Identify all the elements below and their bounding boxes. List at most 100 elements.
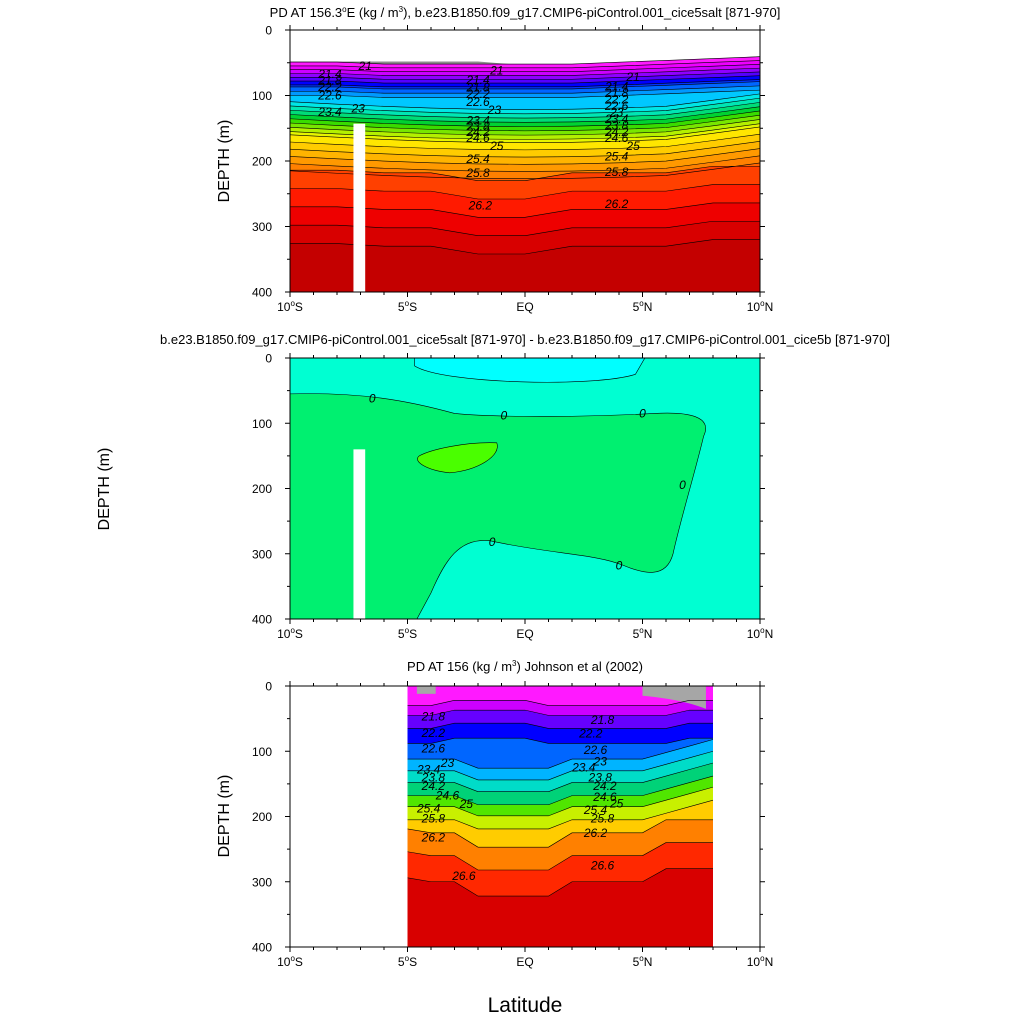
panel-2-ylabel: DEPTH (m) [96, 448, 113, 531]
contour-label: 24.6 [604, 131, 629, 145]
contour-label: 22.2 [604, 92, 629, 106]
contour-label: 25 [459, 797, 474, 811]
contour-label: 21.8 [604, 86, 629, 100]
contour-label: 26.2 [468, 199, 493, 213]
y-tick-label: 100 [252, 417, 272, 431]
contour-label: 21.8 [421, 710, 446, 724]
contour-line [290, 141, 760, 158]
x-tick-label: 10oN [747, 299, 773, 314]
contour-line [290, 165, 760, 181]
contour-line [407, 739, 714, 769]
contour-label: 23.4 [571, 761, 596, 775]
contour-label: 0 [501, 408, 508, 422]
contour-line [290, 123, 760, 140]
contour-line [290, 202, 760, 218]
contour-label: 22.2 [465, 87, 490, 101]
panel-2-title: b.e23.B1850.f09_g17.CMIP6-piControl.001_… [160, 332, 890, 347]
contour-label: 22.6 [604, 99, 629, 113]
contour-label: 26.6 [590, 858, 615, 872]
contour-label: 26.6 [451, 869, 476, 883]
contour-label: 24.2 [604, 125, 629, 139]
panel-3-contour-lines [407, 700, 714, 897]
contour-label: 24.2 [421, 779, 446, 793]
panel-1-model-density: PD AT 156.3oE (kg / m3), b.e23.B1850.f09… [216, 5, 780, 314]
contour-label: 21.4 [317, 67, 342, 81]
contour-label: 23.8 [465, 119, 490, 133]
contour-label: 23 [487, 103, 502, 117]
y-tick-label: 300 [252, 875, 272, 889]
contour-line [407, 722, 713, 729]
contour-label: 22.6 [421, 742, 446, 756]
panel-1-title: PD AT 156.3oE (kg / m3), b.e23.B1850.f09… [270, 5, 781, 20]
x-tick-label: 10oS [277, 299, 303, 314]
contour-label: 25.4 [465, 152, 490, 166]
contour-line [290, 110, 760, 127]
panel-2-contour-labels: 0 0 0 0 0 0 [369, 391, 686, 572]
contour-label: 25.8 [421, 811, 446, 825]
x-tick-label: 5oS [398, 954, 417, 969]
contour-label: 0 [616, 558, 623, 572]
y-tick-label: 300 [252, 220, 272, 234]
contour-line [290, 102, 760, 119]
contour-line [290, 220, 760, 236]
contour-label: 25.8 [465, 166, 490, 180]
panel-2-axes: 0 100 200 300 400 10oS 5oS EQ 5oN 10oN [252, 352, 773, 642]
contour-label: 24.6 [465, 131, 490, 145]
panel-3-axes: 0 100 200 300 400 10oS 5oS EQ 5oN 10oN [252, 680, 773, 970]
contour-line [290, 89, 760, 98]
contour-label: 23.4 [465, 113, 490, 127]
contour-line [290, 67, 760, 76]
contour-line [290, 79, 760, 88]
contour-label: 21.4 [604, 79, 629, 93]
contour-line [290, 60, 760, 69]
contour-label: 21 [489, 64, 503, 78]
y-tick-label: 400 [252, 941, 272, 955]
panel-1-contour-labels: 2121.421.822.222.62323.42121.421.822.222… [317, 59, 640, 213]
contour-label: 21.8 [317, 73, 342, 87]
contour-label: 25.8 [604, 165, 629, 179]
x-tick-label: 10oS [277, 954, 303, 969]
contour-label: 23.8 [421, 770, 446, 784]
panel-2-filled-contours [290, 358, 760, 619]
contour-label: 0 [489, 535, 496, 549]
region-shallow-negative [414, 358, 646, 383]
y-tick-label: 300 [252, 547, 272, 561]
contour-line [290, 114, 760, 132]
y-tick-label: 400 [252, 613, 272, 627]
contour-label: 22.6 [583, 743, 608, 757]
contour-label: 25.4 [416, 802, 441, 816]
x-tick-label: 10oN [747, 626, 773, 641]
contour-label: 0 [369, 391, 376, 405]
x-tick-label: 5oN [633, 299, 653, 314]
panel-3-filled-contours [290, 686, 760, 947]
contour-label: 23 [440, 756, 455, 770]
x-tick-label: 5oN [633, 954, 653, 969]
contour-label: 23.8 [604, 119, 629, 133]
contour-label: 25.4 [583, 803, 608, 817]
x-tick-label: EQ [516, 955, 533, 969]
panel-3-contour-labels: 21.822.222.62323.423.824.224.62525.425.8… [416, 710, 624, 883]
contour-line [407, 819, 713, 848]
contour-line [290, 81, 760, 90]
contour-label: 24.6 [592, 790, 617, 804]
contour-label: 21 [358, 59, 372, 73]
contour-label: 26.2 [604, 197, 629, 211]
contour-line [407, 709, 713, 716]
contour-label: 25 [625, 139, 640, 153]
contour-line [290, 133, 760, 151]
contour-line [407, 775, 714, 806]
contour-label: 22.2 [421, 726, 446, 740]
contour-label: 21.8 [465, 81, 490, 95]
y-tick-label: 200 [252, 155, 272, 169]
masked-patch [416, 686, 436, 694]
contour-line [407, 799, 714, 830]
x-tick-label: EQ [516, 627, 533, 641]
panel-1-ylabel: DEPTH (m) [216, 120, 233, 203]
contour-line [290, 85, 760, 94]
band [407, 868, 713, 947]
y-tick-label: 0 [265, 24, 272, 38]
x-tick-label: 10oN [747, 954, 773, 969]
x-tick-label: 5oN [633, 626, 653, 641]
panel-3-title: PD AT 156 (kg / m3) Johnson et al (2002) [407, 659, 643, 674]
